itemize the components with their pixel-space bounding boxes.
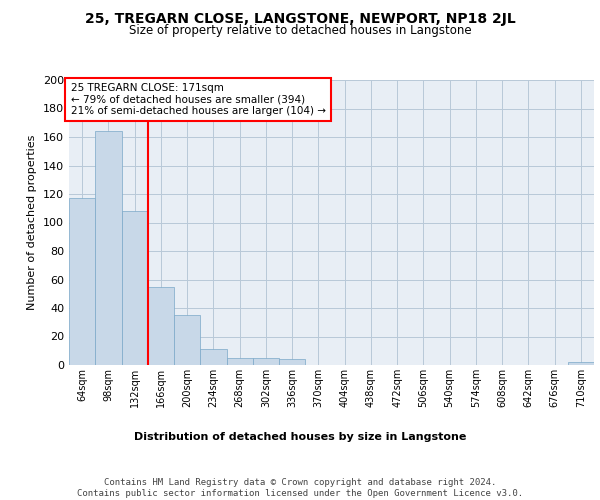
Bar xyxy=(279,360,305,365)
Bar xyxy=(174,315,200,365)
Text: 25 TREGARN CLOSE: 171sqm
← 79% of detached houses are smaller (394)
21% of semi-: 25 TREGARN CLOSE: 171sqm ← 79% of detach… xyxy=(71,83,326,116)
Bar xyxy=(253,358,279,365)
Bar xyxy=(568,362,594,365)
Bar xyxy=(200,350,227,365)
Text: Distribution of detached houses by size in Langstone: Distribution of detached houses by size … xyxy=(134,432,466,442)
Text: 25, TREGARN CLOSE, LANGSTONE, NEWPORT, NP18 2JL: 25, TREGARN CLOSE, LANGSTONE, NEWPORT, N… xyxy=(85,12,515,26)
Bar xyxy=(95,132,121,365)
Text: Contains HM Land Registry data © Crown copyright and database right 2024.
Contai: Contains HM Land Registry data © Crown c… xyxy=(77,478,523,498)
Bar xyxy=(227,358,253,365)
Bar xyxy=(148,286,174,365)
Text: Size of property relative to detached houses in Langstone: Size of property relative to detached ho… xyxy=(128,24,472,37)
Bar xyxy=(121,211,148,365)
Bar xyxy=(69,198,95,365)
Y-axis label: Number of detached properties: Number of detached properties xyxy=(28,135,37,310)
